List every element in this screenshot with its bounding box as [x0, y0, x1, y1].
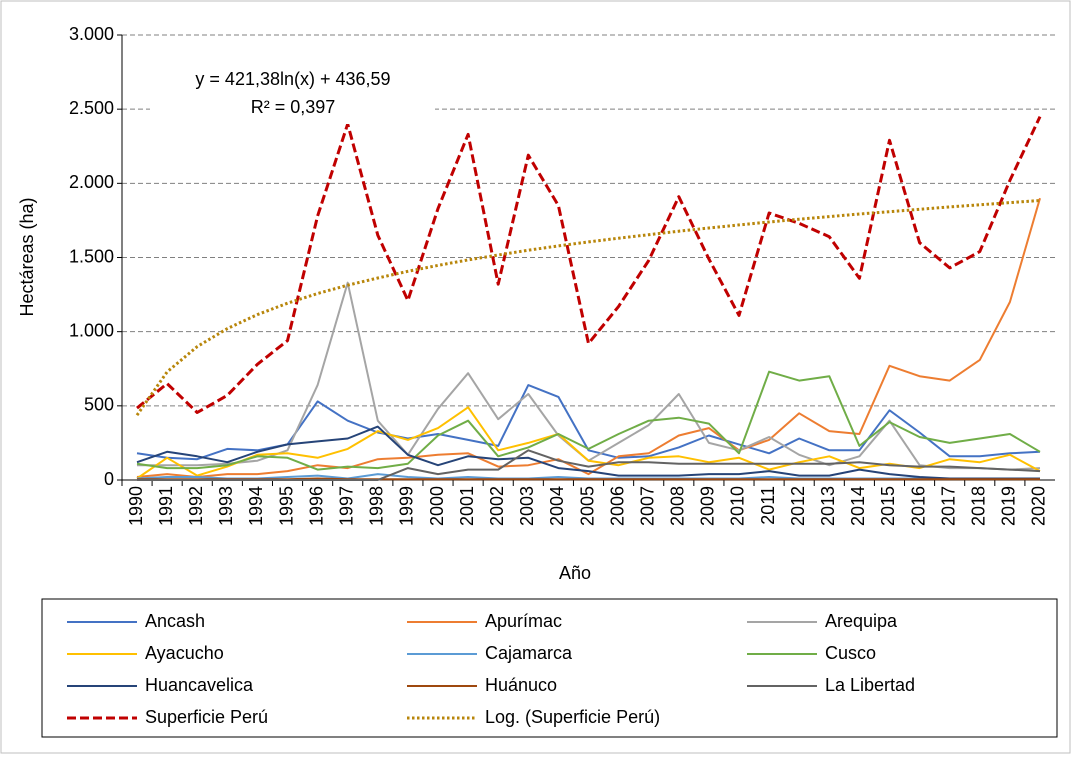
legend-label: Ayacucho: [145, 643, 224, 663]
x-tick-label: 2012: [788, 486, 808, 526]
legend-label: Cajamarca: [485, 643, 573, 663]
x-tick-label: 2002: [487, 486, 507, 526]
x-tick-label: 2018: [969, 486, 989, 526]
x-tick-label: 2001: [457, 486, 477, 526]
x-tick-label: 2019: [999, 486, 1019, 526]
series-line: [136, 115, 1042, 414]
annotation-bg: [150, 64, 435, 124]
x-tick-label: 1997: [336, 486, 356, 526]
legend-label: Ancash: [145, 611, 205, 631]
x-tick-label: 2000: [427, 486, 447, 526]
legend-box: [41, 598, 1058, 738]
legend-label: Huancavelica: [145, 675, 254, 695]
y-tick-label: 1.500: [69, 246, 114, 266]
x-tick-label: 2013: [818, 486, 838, 526]
x-tick-label: 2016: [908, 486, 928, 526]
y-tick-label: 3.000: [69, 24, 114, 44]
legend-label: Superficie Perú: [145, 707, 268, 727]
x-tick-label: 2003: [517, 486, 537, 526]
series-line: [136, 197, 1041, 478]
x-tick-label: 2020: [1029, 486, 1049, 526]
x-tick-label: 2017: [938, 486, 958, 526]
series-line: [136, 425, 1040, 480]
legend-label: Log. (Superficie Perú): [485, 707, 660, 727]
series-line: [135, 199, 1041, 417]
x-tick-label: 2015: [878, 486, 898, 526]
x-tick-label: 1993: [216, 486, 236, 526]
series-line: [137, 449, 1041, 481]
x-tick-label: 2009: [698, 486, 718, 526]
x-tick-label: 1991: [156, 486, 176, 526]
y-tick-label: 2.000: [69, 172, 114, 192]
x-tick-label: 2004: [547, 486, 567, 526]
legend-label: Huánuco: [485, 675, 557, 695]
legend-label: La Libertad: [825, 675, 915, 695]
x-tick-label: 1998: [367, 486, 387, 526]
x-tick-label: 2010: [728, 486, 748, 526]
x-tick-label: 1994: [246, 486, 266, 526]
x-tick-label: 2014: [848, 486, 868, 526]
x-tick-label: 2006: [607, 486, 627, 526]
x-tick-label: 2008: [668, 486, 688, 526]
annotation: y = 421,38ln(x) + 436,59: [195, 69, 390, 89]
y-tick-label: 1.000: [69, 320, 114, 340]
legend-label: Cusco: [825, 643, 876, 663]
x-axis-label: Año: [559, 563, 591, 583]
annotation: R² = 0,397: [251, 97, 336, 117]
x-tick-label: 1995: [276, 486, 296, 526]
x-tick-label: 2007: [637, 486, 657, 526]
series-line: [136, 370, 1041, 471]
y-axis-label: Hectáreas (ha): [17, 197, 37, 316]
legend-label: Arequipa: [825, 611, 898, 631]
x-tick-label: 1990: [126, 486, 146, 526]
x-tick-label: 2011: [758, 486, 778, 525]
x-tick-label: 1992: [186, 486, 206, 526]
y-tick-label: 500: [84, 395, 114, 415]
x-tick-label: 2005: [577, 486, 597, 526]
x-tick-label: 1996: [306, 486, 326, 526]
series-line: [136, 406, 1041, 480]
legend-label: Apurímac: [485, 611, 562, 631]
x-tick-label: 1999: [397, 486, 417, 526]
y-tick-label: 2.500: [69, 98, 114, 118]
y-tick-label: 0: [104, 469, 114, 489]
